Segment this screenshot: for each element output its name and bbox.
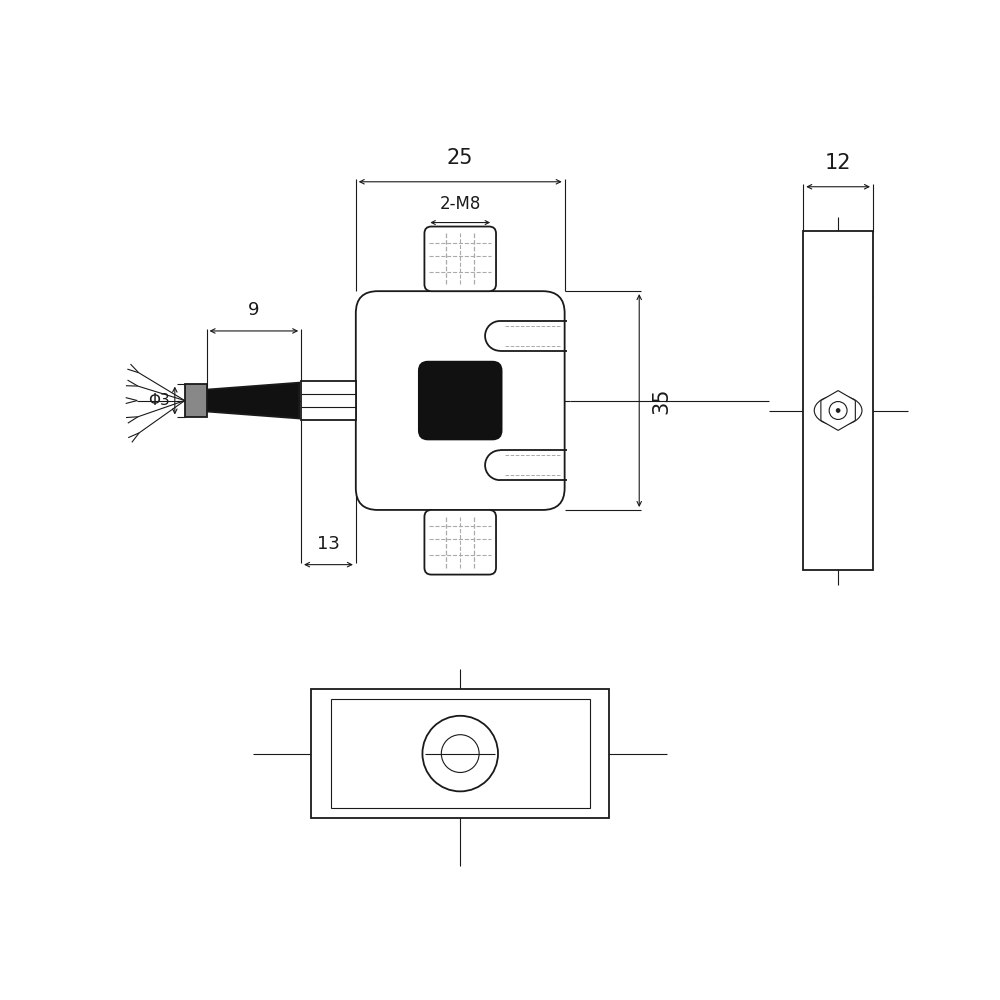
Text: 9: 9: [248, 301, 260, 319]
Text: 2-M8: 2-M8: [440, 195, 481, 213]
Polygon shape: [207, 383, 299, 418]
Circle shape: [836, 409, 840, 412]
Text: 12: 12: [825, 153, 851, 173]
FancyBboxPatch shape: [424, 510, 496, 575]
Text: 25: 25: [447, 148, 473, 168]
Circle shape: [422, 716, 498, 791]
Bar: [803, 231, 873, 570]
Text: 35: 35: [651, 387, 671, 414]
FancyBboxPatch shape: [418, 361, 502, 440]
FancyBboxPatch shape: [356, 291, 565, 510]
Bar: [301, 381, 356, 420]
Circle shape: [829, 402, 847, 419]
Text: 13: 13: [317, 535, 340, 553]
Text: Φ3: Φ3: [148, 393, 170, 408]
Bar: [185, 384, 207, 417]
Bar: [331, 699, 590, 808]
Circle shape: [441, 735, 479, 772]
Bar: [311, 689, 609, 818]
FancyBboxPatch shape: [424, 227, 496, 291]
Polygon shape: [821, 391, 855, 430]
